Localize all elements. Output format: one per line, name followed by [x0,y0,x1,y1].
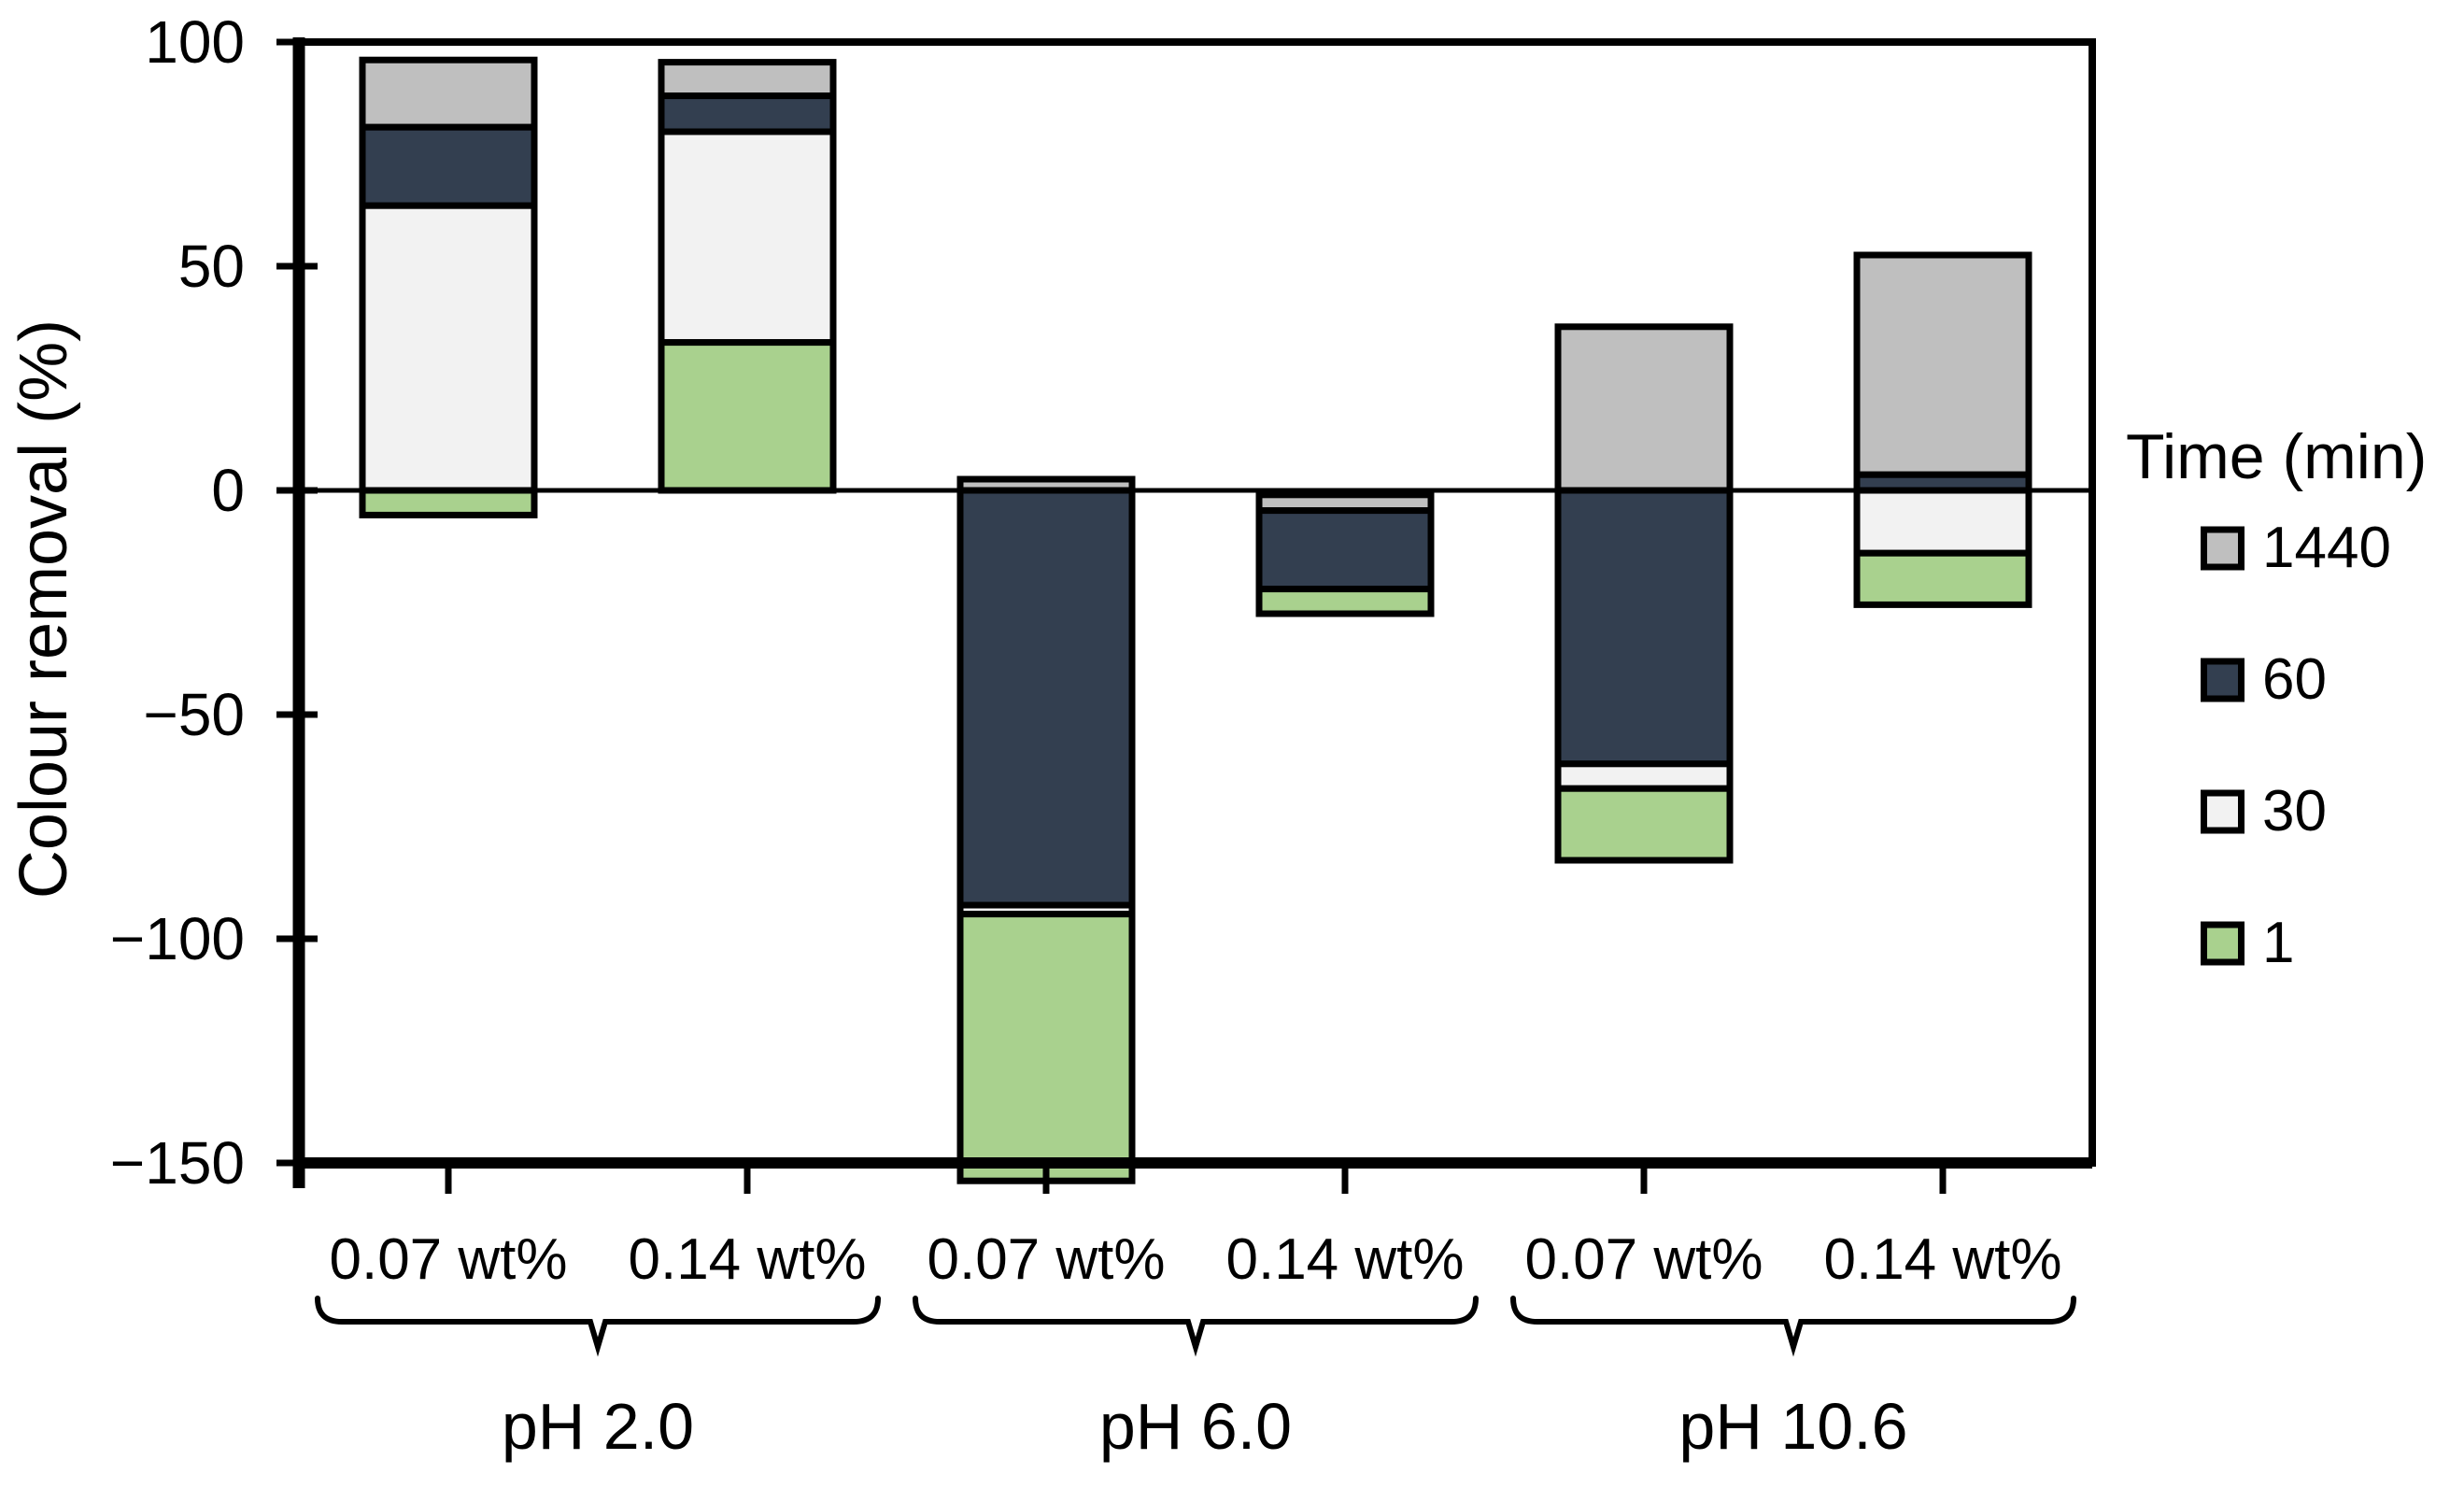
legend-title: Time (min) [2126,421,2428,492]
group-bracket [913,1296,1479,1357]
bar-segment-30min [359,202,538,494]
y-tick-label: −100 [109,905,245,972]
legend-item-label: 1 [2262,911,2295,975]
bar-segment-60min [1255,507,1435,593]
y-tick-label: −50 [143,681,245,748]
bar-segment-60min [658,92,837,135]
bar-segment-1min [658,339,837,494]
bar-segment-1min [1554,785,1734,864]
y-tick-label: 100 [145,8,245,76]
bar-segment-1440min [658,59,837,100]
group-bracket [315,1296,881,1357]
legend-item-label: 60 [2262,647,2327,712]
y-tick-label: 50 [177,233,245,300]
legend-item-label: 30 [2262,779,2327,843]
legend-swatch-30 [2201,789,2245,834]
y-tick-label: −150 [109,1129,245,1197]
group-label: pH 10.6 [1678,1390,1908,1463]
x-bar-label: 0.14 wt% [628,1227,867,1292]
x-bar-label: 0.07 wt% [329,1227,568,1292]
x-bar-label: 0.14 wt% [1823,1227,2062,1292]
bar-segment-1440min [359,56,538,131]
x-bar-label: 0.07 wt% [1524,1227,1763,1292]
bar-segment-1440min [1554,323,1734,494]
bar-segment-60min [956,487,1136,909]
x-bar-label: 0.14 wt% [1225,1227,1465,1292]
plot-frame [295,38,2096,1167]
bar-segment-30min [1554,760,1734,792]
group-label: pH 2.0 [501,1390,695,1463]
bar-segment-30min [1853,487,2032,557]
bar-segment-60min [1554,487,1734,768]
bar-segment-30min [658,128,837,347]
bar-segment-1440min [1853,251,2032,478]
y-tick-label: 0 [211,457,245,524]
bar-segment-1min [359,487,538,518]
bar-segment-1min [956,911,1136,1184]
bar-segment-1min [1853,549,2032,608]
group-bracket [1510,1296,2076,1357]
bar-segment-60min [359,123,538,209]
legend-swatch-1 [2201,921,2245,966]
legend-item-label: 1440 [2262,516,2391,580]
legend-swatch-1440 [2201,526,2245,571]
legend-swatch-60 [2201,658,2245,702]
y-axis-title: Colour removal (%) [7,319,81,900]
bar-segment-1min [1255,586,1435,617]
group-label: pH 6.0 [1098,1390,1293,1463]
x-bar-label: 0.07 wt% [927,1227,1166,1292]
